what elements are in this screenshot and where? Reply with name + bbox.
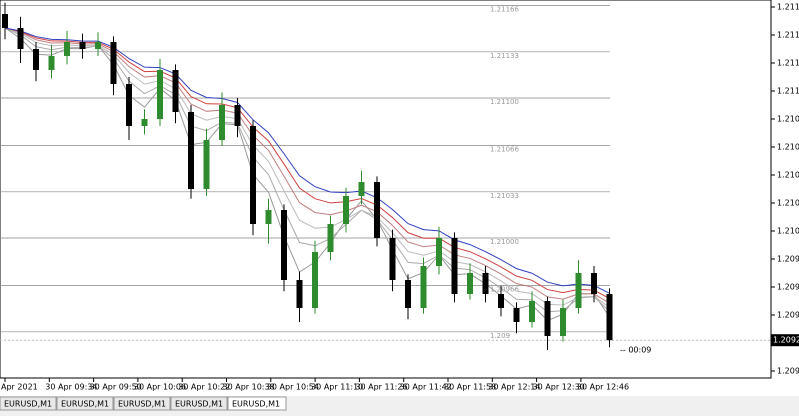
- candle-body: [374, 182, 380, 238]
- y-tick-label: 1.21165: [777, 3, 799, 12]
- y-tick-label: 1.21065: [777, 143, 799, 152]
- candle-body: [327, 224, 334, 252]
- level-label: 1.21066: [490, 146, 519, 154]
- ribbon-line: [4, 27, 610, 304]
- y-tick-label: 1.21005: [777, 227, 799, 236]
- level-label: 1.21100: [490, 98, 519, 106]
- level-label: 1.21000: [490, 238, 519, 246]
- candle-body: [560, 308, 566, 336]
- x-tick-label: 30 Apr 12:14: [488, 383, 540, 392]
- level-label: 1.21033: [490, 192, 519, 200]
- tab-label[interactable]: EURUSD,M1: [175, 400, 223, 409]
- candle-body: [126, 84, 132, 126]
- candle-body: [141, 119, 148, 126]
- candle-body: [513, 308, 520, 322]
- x-tick-label: 30 Apr 11:26: [355, 383, 407, 392]
- y-tick-label: 1.20985: [777, 255, 799, 264]
- candle-body: [188, 112, 194, 189]
- candle-body: [203, 140, 210, 189]
- tab[interactable]: [56, 396, 114, 411]
- candle-body: [529, 301, 535, 322]
- plot-area: [0, 0, 772, 379]
- ribbon-line: [4, 27, 610, 308]
- ribbon-line: [4, 27, 610, 313]
- candle-body: [467, 273, 473, 294]
- x-tick-label: 30 Apr 09:50: [90, 383, 142, 392]
- ribbon-line: [4, 27, 610, 299]
- candle-body: [358, 182, 365, 196]
- tab[interactable]: [0, 396, 57, 411]
- candle-body: [389, 238, 396, 280]
- candle-body: [296, 280, 303, 308]
- x-tick-label: 30 Apr 12:46: [577, 383, 629, 392]
- candle-body: [95, 42, 101, 49]
- x-tick-label: 30 Apr 10:22: [178, 383, 230, 392]
- y-tick-label: 1.21085: [777, 115, 799, 124]
- level-label: 1.21133: [490, 52, 519, 60]
- candle-body: [482, 273, 489, 294]
- price-box: [771, 334, 799, 347]
- candle-body: [2, 14, 8, 28]
- ribbon-line: [4, 27, 610, 294]
- tab-label[interactable]: EURUSD,M1: [4, 400, 52, 409]
- candle-body: [451, 238, 458, 294]
- candle-body: [110, 42, 117, 84]
- y-tick-label: 1.21105: [777, 87, 799, 96]
- candle-body: [172, 70, 179, 112]
- candle-body: [544, 301, 551, 336]
- candle-body: [281, 210, 287, 280]
- y-tick-label: 1.21025: [777, 199, 799, 208]
- x-tick-label: 30 Apr 11:42: [400, 383, 452, 392]
- candle-body: [219, 105, 225, 140]
- candle-body: [33, 49, 39, 70]
- candle-body: [157, 70, 163, 119]
- candle-body: [343, 196, 349, 224]
- tab[interactable]: [113, 396, 171, 411]
- candle-body: [606, 294, 613, 341]
- tab-label[interactable]: EURUSD,M1: [232, 400, 280, 409]
- candle-body: [312, 252, 318, 308]
- x-tick-label: Apr 2021: [1, 383, 38, 392]
- candle-body: [498, 294, 504, 308]
- y-tick-label: 1.21045: [777, 171, 799, 180]
- candle-body: [250, 126, 256, 224]
- level-label: 1.209: [490, 332, 510, 340]
- level-label: 1.21166: [490, 6, 519, 14]
- candle-body: [79, 42, 86, 49]
- y-tick-label: 1.20905: [777, 367, 799, 376]
- candle-body: [575, 273, 582, 308]
- y-tick-label: 1.20965: [777, 283, 799, 292]
- tab[interactable]: [227, 396, 287, 411]
- x-tick-label: 30 Apr 10:06: [134, 383, 186, 392]
- candle-body: [420, 266, 427, 308]
- x-tick-label: 30 Apr 10:38: [223, 383, 275, 392]
- countdown: -- 00:09: [620, 346, 651, 355]
- x-tick-label: 30 Apr 11:10: [311, 383, 363, 392]
- y-tick-label: 1.21125: [777, 59, 799, 68]
- level-label: 1.20966: [490, 286, 519, 294]
- x-tick-label: 30 Apr 12:30: [533, 383, 585, 392]
- candle-body: [591, 273, 597, 294]
- candle-body: [265, 210, 272, 224]
- ribbon-line: [4, 27, 610, 322]
- tab-label[interactable]: EURUSD,M1: [118, 400, 166, 409]
- x-tick-label: 30 Apr 09:34: [45, 383, 97, 392]
- price-label: 1.20927: [773, 336, 799, 345]
- candle-body: [17, 28, 24, 49]
- candle-body: [234, 105, 241, 126]
- candle-body: [436, 238, 442, 266]
- candle-body: [64, 42, 70, 56]
- x-tick-label: 30 Apr 11:58: [444, 383, 496, 392]
- tab[interactable]: [170, 396, 228, 411]
- tab-label[interactable]: EURUSD,M1: [61, 400, 109, 409]
- candle-body: [405, 280, 411, 308]
- y-tick-label: 1.20945: [777, 311, 799, 320]
- candle-body: [48, 56, 55, 70]
- y-tick-label: 1.21145: [777, 31, 799, 40]
- x-tick-label: 30 Apr 10:54: [267, 383, 319, 392]
